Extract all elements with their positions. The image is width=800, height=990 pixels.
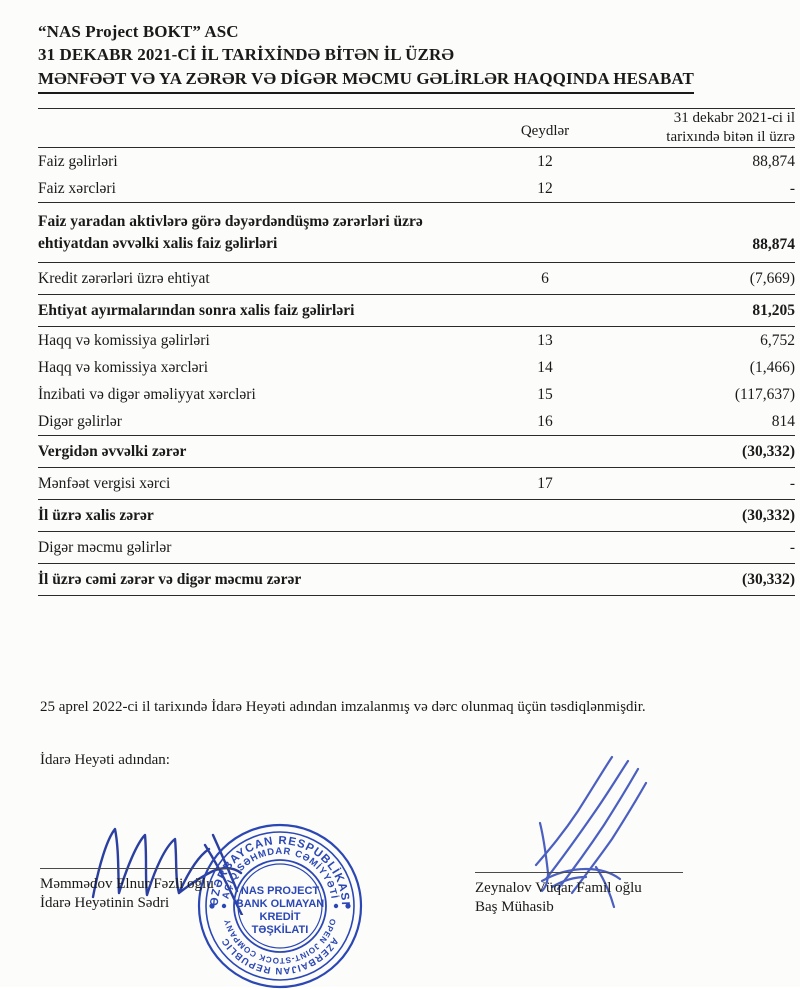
table-row: Faiz xərcləri 12 - — [38, 175, 795, 203]
row-value: (30,332) — [605, 499, 795, 532]
table-row: Haqq və komissiya gəlirləri 13 6,752 — [38, 326, 795, 354]
table-row: Mənfəət vergisi xərci 17 - — [38, 467, 795, 500]
table-row: Faiz gəlirləri 12 88,874 — [38, 147, 795, 175]
row-note — [485, 294, 605, 327]
row-value: 6,752 — [605, 326, 795, 354]
row-note — [485, 499, 605, 532]
table-row: Haqq və komissiya xərcləri 14 (1,466) — [38, 354, 795, 381]
row-label: Ehtiyat ayırmalarından sonra xalis faiz … — [38, 294, 485, 327]
row-value: (30,332) — [605, 563, 795, 596]
table-row-subtotal: Faiz yaradan aktivlərə görə dəyərdəndüşm… — [38, 202, 795, 263]
signature-line-left — [40, 868, 232, 869]
row-note — [485, 202, 605, 263]
row-value: (7,669) — [605, 262, 795, 295]
stamp-inner-bottom-text: OPEN JOINT-STOCK COMPANY — [223, 918, 338, 965]
row-label: Digər gəlirlər — [38, 413, 122, 430]
document-title-block: “NAS Project BOKT” ASC 31 DEKABR 2021-Cİ… — [38, 20, 768, 94]
stamp-center-line-4: TƏŞKİLATI — [252, 923, 309, 936]
signature-block-left: Məmmədov Elnur Fəzli oğlu İdarə Heyətini… — [40, 868, 340, 913]
row-value: - — [605, 467, 795, 500]
header-period-line-2: tarixındə bitən il üzrə — [666, 129, 795, 145]
row-label-line-1: Faiz yaradan aktivlərə görə dəyərdəndüşm… — [38, 213, 423, 230]
row-label: İl üzrə cəmi zərər və digər məcmu zərər — [38, 563, 485, 596]
table-row: Kredit zərərləri üzrə ehtiyat 6 (7,669) — [38, 262, 795, 295]
page-title-line-1: “NAS Project BOKT” ASC — [38, 22, 239, 41]
table-row-subtotal: Ehtiyat ayırmalarından sonra xalis faiz … — [38, 294, 795, 327]
table-row: İnzibati və digər əməliyyat xərcləri 15 … — [38, 381, 795, 408]
row-note: 16 — [537, 413, 553, 430]
table-header-row: Qeydlər 31 dekabr 2021-ci il tarixındə b… — [38, 108, 795, 148]
row-label: Kredit zərərləri üzrə ehtiyat — [38, 262, 485, 295]
on-behalf-label: İdarə Heyəti adından: — [40, 752, 170, 768]
row-note: 12 — [537, 180, 553, 197]
row-value: 814 — [771, 413, 795, 430]
row-note — [485, 435, 605, 468]
row-label: Vergidən əvvəlki zərər — [38, 435, 485, 468]
row-label: Faiz yaradan aktivlərə görə dəyərdəndüşm… — [38, 202, 485, 263]
row-note: 13 — [485, 326, 605, 354]
row-note: 6 — [485, 262, 605, 295]
page-title-line-2: 31 DEKABR 2021-Cİ İL TARİXİNDƏ BİTƏN İL … — [38, 45, 454, 64]
table-row: Digər gəlirlər 16 814 — [38, 408, 795, 436]
row-value: - — [605, 531, 795, 564]
signatory-role-left: İdarə Heyətinin Sədri — [40, 895, 170, 911]
row-label: Faiz xərcləri — [38, 180, 116, 197]
row-note: 17 — [485, 467, 605, 500]
row-label-line-2: ehtiyatdan əvvəlki xalis faiz gəlirləri — [38, 235, 278, 252]
row-label: Faiz gəlirləri — [38, 147, 485, 175]
header-label-cell — [38, 108, 485, 148]
row-label: İnzibati və digər əməliyyat xərcləri — [38, 386, 256, 403]
financial-statement-table-wrapper: Qeydlər 31 dekabr 2021-ci il tarixındə b… — [38, 108, 795, 596]
table-row-subtotal: İl üzrə xalis zərər (30,332) — [38, 499, 795, 532]
row-value: (1,466) — [749, 359, 795, 376]
signature-block-right: Zeynalov Vüqar Famil oğlu Baş Mühasib — [475, 872, 775, 917]
row-label: İl üzrə xalis zərər — [38, 499, 485, 532]
signature-line-right — [475, 872, 683, 873]
signatory-role-right: Baş Mühasib — [475, 899, 554, 915]
row-note — [485, 531, 605, 564]
header-notes-cell: Qeydlər — [485, 108, 605, 148]
approval-statement: 25 aprel 2022-ci il tarixındə İdarə Heyə… — [40, 699, 646, 715]
header-period-line-1: 31 dekabr 2021-ci il — [673, 110, 795, 126]
table-row: Digər məcmu gəlirlər - — [38, 531, 795, 564]
row-note: 15 — [537, 386, 553, 403]
row-value: (117,637) — [734, 386, 795, 403]
stamp-outer-bottom-text: AZERBAIJAN REPUBLIC — [220, 935, 341, 976]
row-label: Haqq və komissiya xərcləri — [38, 359, 209, 376]
row-note: 12 — [485, 147, 605, 175]
row-label: Mənfəət vergisi xərci — [38, 467, 485, 500]
signatory-name-right: Zeynalov Vüqar Famil oğlu — [475, 880, 642, 896]
row-value: 88,874 — [605, 147, 795, 175]
row-value: (30,332) — [605, 435, 795, 468]
page-title-line-3: MƏNFƏƏT VƏ YA ZƏRƏR VƏ DİGƏR MƏCMU GƏLİR… — [38, 67, 694, 94]
table-row-total: İl üzrə cəmi zərər və digər məcmu zərər … — [38, 563, 795, 596]
row-value: 88,874 — [605, 202, 795, 263]
row-value: 81,205 — [605, 294, 795, 327]
row-note: 14 — [537, 359, 553, 376]
profit-loss-table: Qeydlər 31 dekabr 2021-ci il tarixındə b… — [38, 108, 795, 596]
row-value: - — [789, 180, 795, 197]
row-label: Haqq və komissiya gəlirləri — [38, 326, 485, 354]
header-period-cell: 31 dekabr 2021-ci il tarixındə bitən il … — [605, 108, 795, 148]
table-row-subtotal: Vergidən əvvəlki zərər (30,332) — [38, 435, 795, 468]
row-note — [485, 563, 605, 596]
row-label: Digər məcmu gəlirlər — [38, 531, 485, 564]
signatory-name-left: Məmmədov Elnur Fəzli oğlu — [40, 876, 214, 892]
